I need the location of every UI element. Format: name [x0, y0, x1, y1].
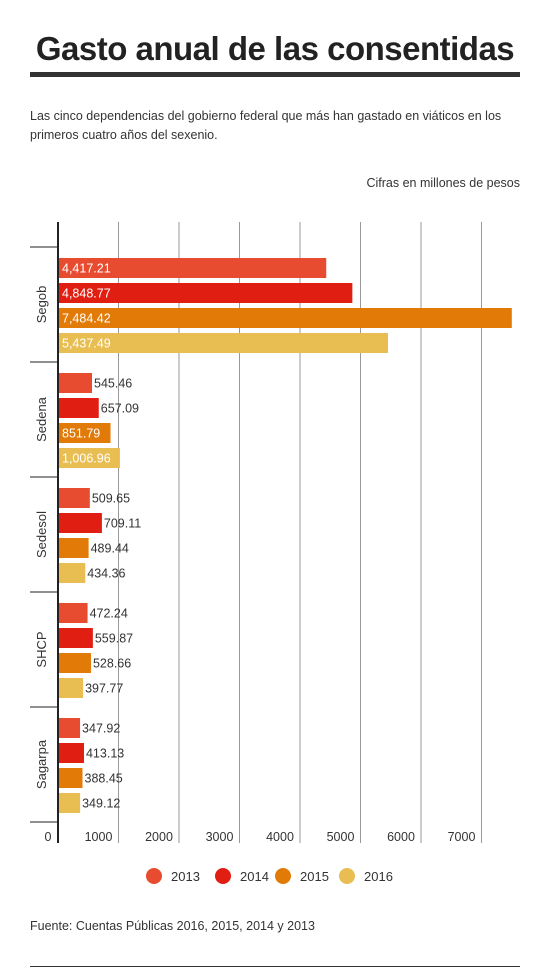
- x-tick-label: 6000: [387, 830, 415, 844]
- legend-swatch: [146, 868, 162, 884]
- bar-2015: [59, 653, 91, 673]
- bar-2014: [59, 283, 353, 303]
- bar-2013: [59, 603, 88, 623]
- category-label: SHCP: [34, 631, 49, 667]
- x-tick-label: 7000: [448, 830, 476, 844]
- x-tick-label: 0: [45, 830, 52, 844]
- legend-item-2013: 2013: [146, 868, 200, 884]
- bar-value-label: 4,417.21: [62, 262, 111, 276]
- x-tick-label: 2000: [145, 830, 173, 844]
- bar-2016: [59, 793, 81, 813]
- bottom-divider: [30, 966, 520, 967]
- category-label: Sedena: [34, 396, 49, 442]
- chart-legend: 2013 2014 2015 2016: [0, 868, 550, 890]
- bar-chart: 0 1000 2000 3000 4000 5000 6000 7000 Segob 4,417.…: [30, 222, 512, 844]
- bar-2016: [59, 333, 388, 353]
- bar-2015: [59, 538, 89, 558]
- title-underline: [30, 72, 520, 77]
- bar-value-label: 434.36: [87, 567, 125, 581]
- bar-value-label: 397.77: [85, 682, 123, 696]
- bar-2015: [59, 423, 111, 443]
- bar-2014: [59, 743, 84, 763]
- bar-value-label: 5,437.49: [62, 337, 111, 351]
- legend-label: 2014: [240, 868, 269, 884]
- bar-2014: [59, 628, 93, 648]
- bar-2013: [59, 373, 93, 393]
- x-tick-label: 1000: [85, 830, 113, 844]
- bar-value-label: 413.13: [86, 747, 124, 761]
- bar-value-label: 709.11: [104, 517, 141, 531]
- legend-label: 2016: [364, 868, 393, 884]
- chart-subtitle: Las cinco dependencias del gobierno fede…: [30, 109, 502, 142]
- bar-value-label: 489.44: [91, 542, 129, 556]
- bar-value-label: 851.79: [62, 427, 100, 441]
- bar-2013: [59, 488, 90, 508]
- bar-value-label: 559.87: [95, 632, 133, 646]
- bar-value-label: 545.46: [94, 377, 132, 391]
- bar-value-label: 7,484.42: [62, 312, 111, 326]
- bar-value-label: 347.92: [82, 722, 120, 736]
- legend-label: 2013: [171, 868, 200, 884]
- bar-value-label: 657.09: [101, 402, 139, 416]
- bar-2016: [59, 563, 86, 583]
- x-tick-label: 4000: [266, 830, 294, 844]
- bar-value-label: 528.66: [93, 657, 131, 671]
- bar-2015: [59, 768, 83, 788]
- bar-value-label: 472.24: [90, 607, 128, 621]
- source-note: Fuente: Cuentas Públicas 2016, 2015, 201…: [30, 919, 315, 933]
- bar-value-label: 349.12: [82, 797, 120, 811]
- category-label: Sagarpa: [34, 739, 49, 789]
- bar-value-label: 388.45: [85, 772, 123, 786]
- legend-swatch: [275, 868, 291, 884]
- bar-value-label: 1,006.96: [62, 452, 111, 466]
- legend-swatch: [339, 868, 355, 884]
- bar-2016: [59, 448, 120, 468]
- legend-item-2016: 2016: [339, 868, 393, 884]
- x-tick-label: 3000: [206, 830, 234, 844]
- units-note: Cifras en millones de pesos: [366, 176, 520, 190]
- category-label: Sedesol: [34, 511, 49, 558]
- legend-label: 2015: [300, 868, 329, 884]
- category-label: Segob: [34, 286, 49, 324]
- bar-value-label: 509.65: [92, 492, 130, 506]
- bar-value-label: 4,848.77: [62, 287, 111, 301]
- legend-item-2015: 2015: [275, 868, 329, 884]
- bar-2014: [59, 398, 99, 418]
- bar-2016: [59, 678, 84, 698]
- chart-title: Gasto anual de las consentidas: [35, 30, 515, 67]
- bar-2015: [59, 308, 512, 328]
- bar-2013: [59, 718, 81, 738]
- legend-swatch: [215, 868, 231, 884]
- bar-2013: [59, 258, 327, 278]
- bar-2014: [59, 513, 102, 533]
- x-tick-label: 5000: [327, 830, 355, 844]
- legend-item-2014: 2014: [215, 868, 269, 884]
